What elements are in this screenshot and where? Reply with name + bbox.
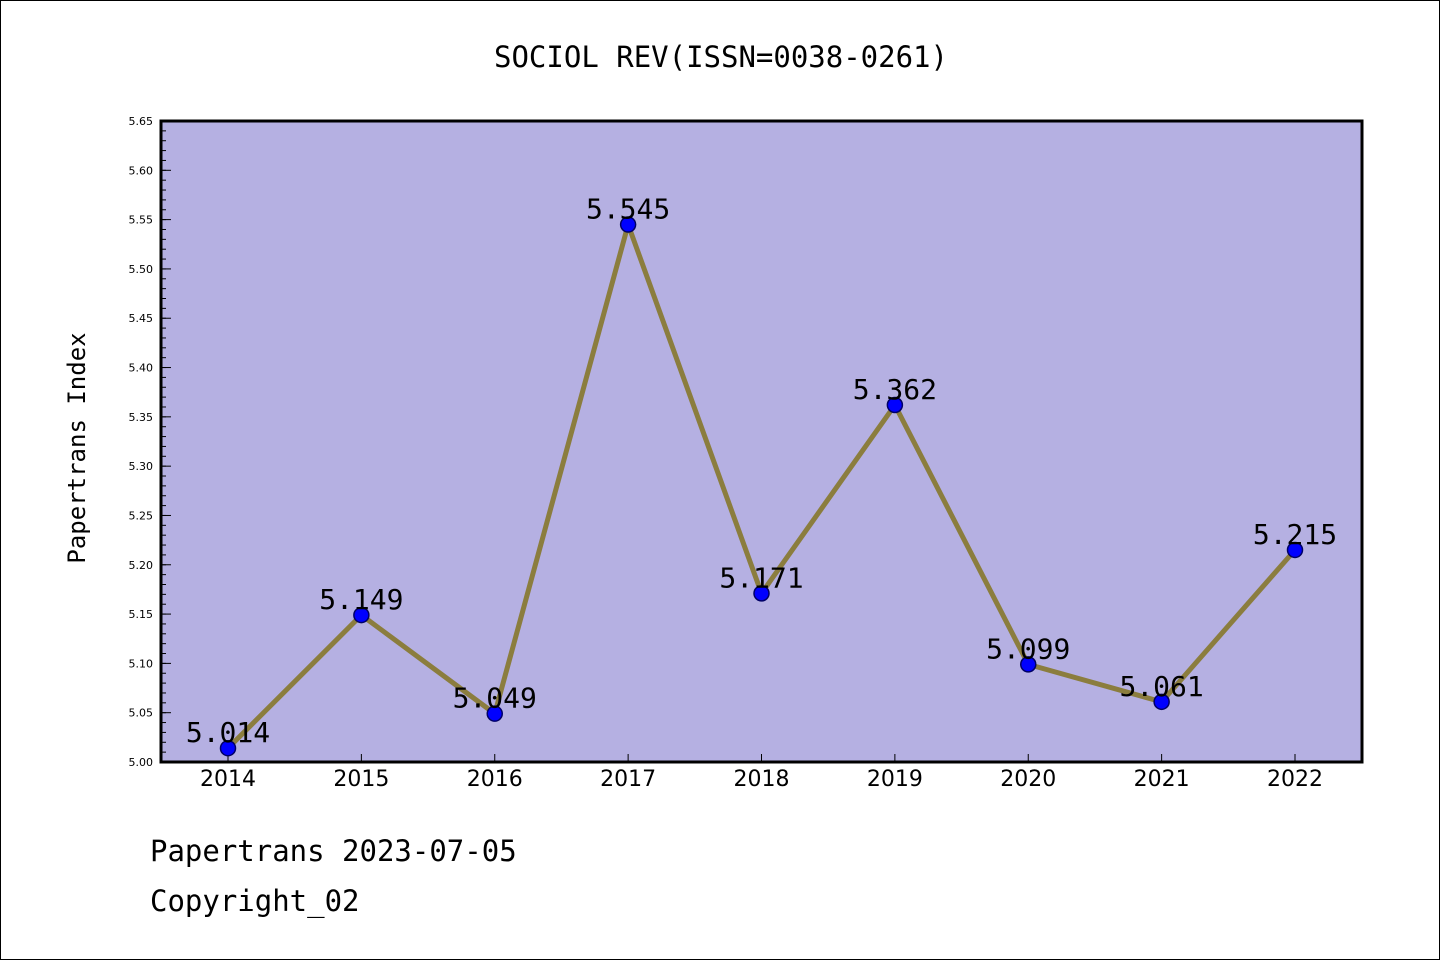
y-tick-label: 5.60	[129, 164, 154, 177]
y-axis-ticks: 5.00 5.05 5.10 5.15 5.20 5.25 5.30 5.35 5.40 5.45…	[129, 115, 171, 769]
data-label: 5.149	[319, 583, 403, 616]
data-point	[619, 216, 637, 233]
data-label: 5.014	[186, 716, 270, 749]
data-label: 5.215	[1253, 518, 1337, 551]
data-point	[1286, 541, 1304, 559]
x-tick-label: 2016	[467, 767, 523, 792]
data-point	[486, 705, 503, 722]
x-tick-label: 2022	[1267, 767, 1323, 792]
y-tick-label: 5.20	[129, 559, 154, 572]
data-label: 5.171	[719, 561, 803, 594]
x-tick-label: 2017	[600, 767, 656, 792]
data-point	[219, 739, 237, 757]
x-tick-label: 2014	[200, 767, 256, 792]
x-tick-label: 2018	[734, 767, 790, 792]
data-point	[886, 396, 904, 414]
data-label: 5.099	[986, 632, 1070, 665]
data-point	[753, 585, 770, 602]
y-tick-label: 5.05	[129, 707, 154, 720]
plot-area	[159, 119, 1364, 764]
data-label: 5.545	[586, 193, 670, 226]
data-labels: 5.014 5.149 5.049 5.545 5.171 5.362 5.099 5.061…	[186, 193, 1337, 750]
x-axis-ticks: 2014 2015 2016 2017 2018 2019 2020 2021 2022	[200, 754, 1323, 792]
y-tick-label: 5.35	[129, 411, 154, 424]
data-point	[1020, 656, 1037, 673]
data-markers	[219, 216, 1304, 757]
data-point	[353, 606, 370, 624]
footer-copyright: Copyright_02	[150, 884, 360, 918]
data-label: 5.061	[1119, 670, 1203, 703]
y-tick-label: 5.10	[129, 657, 154, 670]
chart-title: SOCIOL REV(ISSN=0038-0261)	[494, 40, 948, 74]
y-tick-label: 5.40	[129, 362, 154, 375]
y-tick-label: 5.65	[129, 115, 154, 128]
y-tick-label: 5.25	[129, 509, 154, 522]
y-tick-label: 5.45	[129, 312, 154, 325]
y-tick-label: 5.50	[129, 263, 154, 276]
y-tick-label: 5.55	[129, 214, 154, 227]
data-point	[1153, 693, 1170, 711]
x-tick-label: 2015	[333, 767, 389, 792]
x-tick-label: 2021	[1134, 767, 1190, 792]
x-tick-label: 2020	[1000, 767, 1056, 792]
y-tick-label: 5.15	[129, 608, 154, 621]
x-tick-label: 2019	[867, 767, 923, 792]
data-label: 5.362	[853, 373, 937, 406]
y-tick-label: 5.00	[129, 756, 154, 769]
footer-date: Papertrans 2023-07-05	[150, 834, 517, 868]
y-tick-label: 5.30	[129, 460, 154, 473]
data-label: 5.049	[453, 682, 537, 715]
y-axis-label: Papertrans Index	[63, 332, 91, 563]
